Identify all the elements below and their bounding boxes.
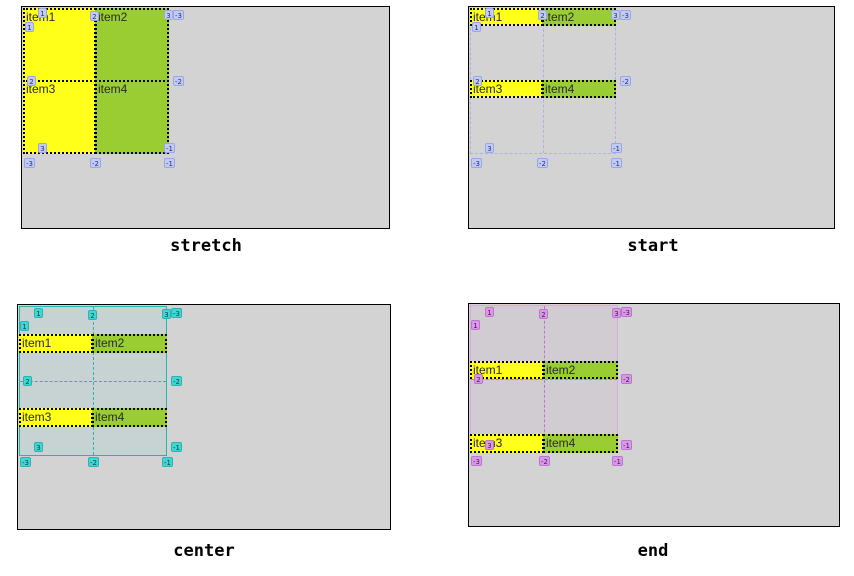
row-line-number: 1 xyxy=(472,22,481,32)
row-line-number: -2 xyxy=(621,374,632,384)
row-line-number: -2 xyxy=(620,76,631,86)
row-line-number: 2 xyxy=(473,76,482,86)
grid-line-row xyxy=(20,381,166,382)
grid-container-end: item1 item2 item3 item4 1 2 3 -3 1 2 -2 … xyxy=(468,303,840,527)
grid-overlay xyxy=(19,306,167,456)
grid-item-1: item1 xyxy=(470,361,544,379)
grid-item-2: item2 xyxy=(542,8,616,26)
column-line-number: -1 xyxy=(612,456,623,466)
grid-item-2: item2 xyxy=(543,361,618,379)
column-line-number: 1 xyxy=(38,8,47,18)
grid-item-4: item4 xyxy=(542,80,616,98)
row-line-number: -1 xyxy=(611,143,622,153)
grid-item-3: item3 xyxy=(23,80,96,154)
column-line-number: 2 xyxy=(539,309,548,319)
row-line-number: 2 xyxy=(474,374,483,384)
column-line-number: -3 xyxy=(20,457,31,467)
grid-item-1: item1 xyxy=(19,334,93,353)
column-line-number: 1 xyxy=(485,307,494,317)
column-line-number: -2 xyxy=(90,158,101,168)
column-line-number: 2 xyxy=(90,11,99,21)
column-line-number: 3 xyxy=(611,10,620,20)
panel-caption: end xyxy=(637,541,669,561)
grid-container-stretch: item1 item2 item3 item4 1 2 3 -3 1 2 -2 … xyxy=(21,6,390,229)
column-line-number: -3 xyxy=(471,456,482,466)
column-line-number: -2 xyxy=(537,158,548,168)
row-line-number: 3 xyxy=(34,442,43,452)
row-line-number: -1 xyxy=(621,440,632,450)
column-line-number: -2 xyxy=(88,457,99,467)
panel-caption: start xyxy=(627,236,679,256)
grid-item-3: item3 xyxy=(470,80,543,98)
grid-item-2: item2 xyxy=(92,334,167,353)
grid-item-1: item1 xyxy=(23,8,96,82)
row-line-number: 2 xyxy=(23,376,32,386)
column-line-number: -1 xyxy=(164,158,175,168)
column-line-number: -2 xyxy=(539,456,550,466)
grid-overlay xyxy=(470,305,618,453)
grid-item-3: item3 xyxy=(19,408,93,427)
row-line-number: 1 xyxy=(25,22,34,32)
column-line-number: 1 xyxy=(34,308,43,318)
row-line-number: -3 xyxy=(621,307,632,317)
row-line-number: 3 xyxy=(485,143,494,153)
column-line-number: -3 xyxy=(471,158,482,168)
column-line-number: 3 xyxy=(612,308,621,318)
column-line-number: -1 xyxy=(611,158,622,168)
grid-item-4: item4 xyxy=(92,408,167,427)
row-line-number: -2 xyxy=(171,376,182,386)
column-line-number: 3 xyxy=(164,10,173,20)
panel-caption: center xyxy=(173,541,235,561)
grid-container-start: item1 item2 item3 item4 1 2 3 -3 1 2 -2 … xyxy=(468,6,835,229)
row-line-number: -3 xyxy=(620,10,631,20)
row-line-number: -2 xyxy=(173,76,184,86)
row-line-number: 3 xyxy=(38,143,47,153)
row-line-number: 1 xyxy=(20,321,29,331)
grid-item-2: item2 xyxy=(95,8,169,82)
row-line-number: 2 xyxy=(27,76,36,86)
row-line-number: 3 xyxy=(485,440,494,450)
column-line-number: 2 xyxy=(88,310,97,320)
row-line-number: -3 xyxy=(173,10,184,20)
column-line-number: -1 xyxy=(162,457,173,467)
column-line-number: 3 xyxy=(162,309,171,319)
panel-caption: stretch xyxy=(170,236,242,256)
grid-item-4: item4 xyxy=(95,80,169,154)
column-line-number: -3 xyxy=(24,158,35,168)
row-line-number: -1 xyxy=(164,143,175,153)
grid-container-center: item1 item2 item3 item4 1 2 3 -3 1 2 -2 … xyxy=(17,304,391,530)
grid-item-4: item4 xyxy=(543,434,618,453)
row-line-number: -3 xyxy=(171,308,182,318)
grid-line-row xyxy=(471,379,617,380)
column-line-number: 1 xyxy=(485,8,494,18)
row-line-number: -1 xyxy=(171,442,182,452)
grid-item-3: item3 xyxy=(470,434,544,453)
row-line-number: 1 xyxy=(471,320,480,330)
column-line-number: 2 xyxy=(538,10,547,20)
